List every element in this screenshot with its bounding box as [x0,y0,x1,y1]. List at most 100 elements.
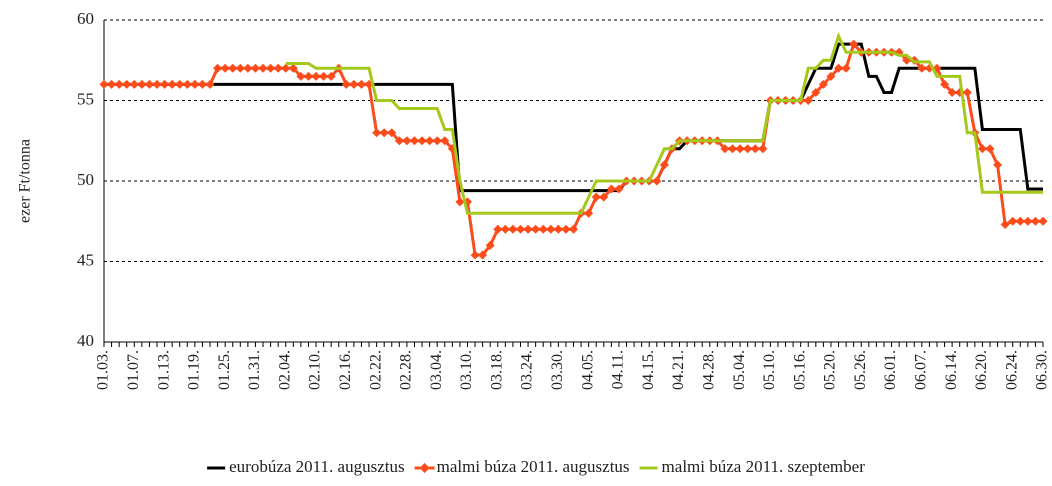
y-axis-label: ezer Ft/tonna [17,139,34,223]
series-marker [356,79,366,89]
series-marker [500,224,510,234]
series-marker [402,136,412,146]
series-marker [258,63,268,73]
series-marker [273,63,283,73]
x-tick-label: 06.24. [1003,350,1020,390]
x-tick-label: 05.26. [852,350,869,390]
series-marker [250,63,260,73]
series-marker [107,79,117,89]
x-tick-label: 02.10. [307,350,324,390]
series-marker [425,136,435,146]
y-tick-label: 45 [77,250,94,269]
series-marker [455,197,465,207]
series-marker [1023,216,1033,226]
series-marker [387,128,397,138]
x-tick-label: 04.05. [579,350,596,390]
series-marker [834,63,844,73]
series-marker [160,79,170,89]
x-tick-label: 03.18. [488,350,505,390]
y-tick-label: 60 [77,9,94,28]
series-marker [99,79,109,89]
y-tick-label: 50 [77,170,94,189]
series-marker [129,79,139,89]
series-marker [182,79,192,89]
x-tick-label: 05.20. [822,350,839,390]
series-marker [947,87,957,97]
series-marker [553,224,563,234]
series-marker [281,63,291,73]
series-marker [485,240,495,250]
series-marker [614,184,624,194]
series-marker [728,144,738,154]
x-tick-label: 01.07. [125,350,142,390]
series-marker [167,79,177,89]
series-marker [1008,216,1018,226]
series-marker [561,224,571,234]
series-marker [326,71,336,81]
series-marker [440,136,450,146]
series-marker [993,160,1003,170]
series-marker [122,79,132,89]
series-marker [394,136,404,146]
series-marker [319,71,329,81]
legend-label: eurobúza 2011. augusztus [229,457,404,476]
series-marker [508,224,518,234]
x-tick-label: 05.04. [731,350,748,390]
x-tick-label: 03.10. [458,350,475,390]
series-marker [758,144,768,154]
x-tick-label: 04.21. [670,350,687,390]
series-marker [266,63,276,73]
y-tick-label: 55 [77,89,94,108]
series-marker [205,79,215,89]
series-marker [531,224,541,234]
series-marker [175,79,185,89]
series-marker [144,79,154,89]
x-tick-label: 05.16. [791,350,808,390]
series-marker [493,224,503,234]
series-marker [743,144,753,154]
series-marker [470,250,480,260]
series-marker [114,79,124,89]
series-marker [190,79,200,89]
series-marker [584,208,594,218]
x-tick-label: 06.07. [913,350,930,390]
series-marker [243,63,253,73]
x-tick-label: 06.14. [943,350,960,390]
series-marker [720,144,730,154]
series-marker [826,71,836,81]
series-marker [213,63,223,73]
series-marker [372,128,382,138]
series-marker [659,160,669,170]
series-marker [296,71,306,81]
series-marker [311,71,321,81]
series-marker [546,224,556,234]
series-marker [962,87,972,97]
series-marker [591,192,601,202]
series-marker [379,128,389,138]
x-tick-label: 06.20. [973,350,990,390]
x-tick-label: 01.03. [95,350,112,390]
series-marker [977,144,987,154]
series-marker [818,79,828,89]
series-marker [220,63,230,73]
series-marker [432,136,442,146]
x-tick-label: 06.01. [882,350,899,390]
x-tick-label: 03.04. [428,350,445,390]
series-marker [1030,216,1040,226]
x-tick-label: 01.25. [216,350,233,390]
series-marker [985,144,995,154]
x-tick-label: 04.11. [610,350,627,389]
series-marker [841,63,851,73]
series-marker [538,224,548,234]
x-tick-label: 04.15. [640,350,657,390]
x-tick-label: 02.16. [337,350,354,390]
series-marker [137,79,147,89]
series-marker [652,176,662,186]
series-marker [515,224,525,234]
x-tick-label: 03.30. [549,350,566,390]
series-marker [599,192,609,202]
legend-label: malmi búza 2011. augusztus [437,457,630,476]
series-marker [349,79,359,89]
series-marker [940,79,950,89]
